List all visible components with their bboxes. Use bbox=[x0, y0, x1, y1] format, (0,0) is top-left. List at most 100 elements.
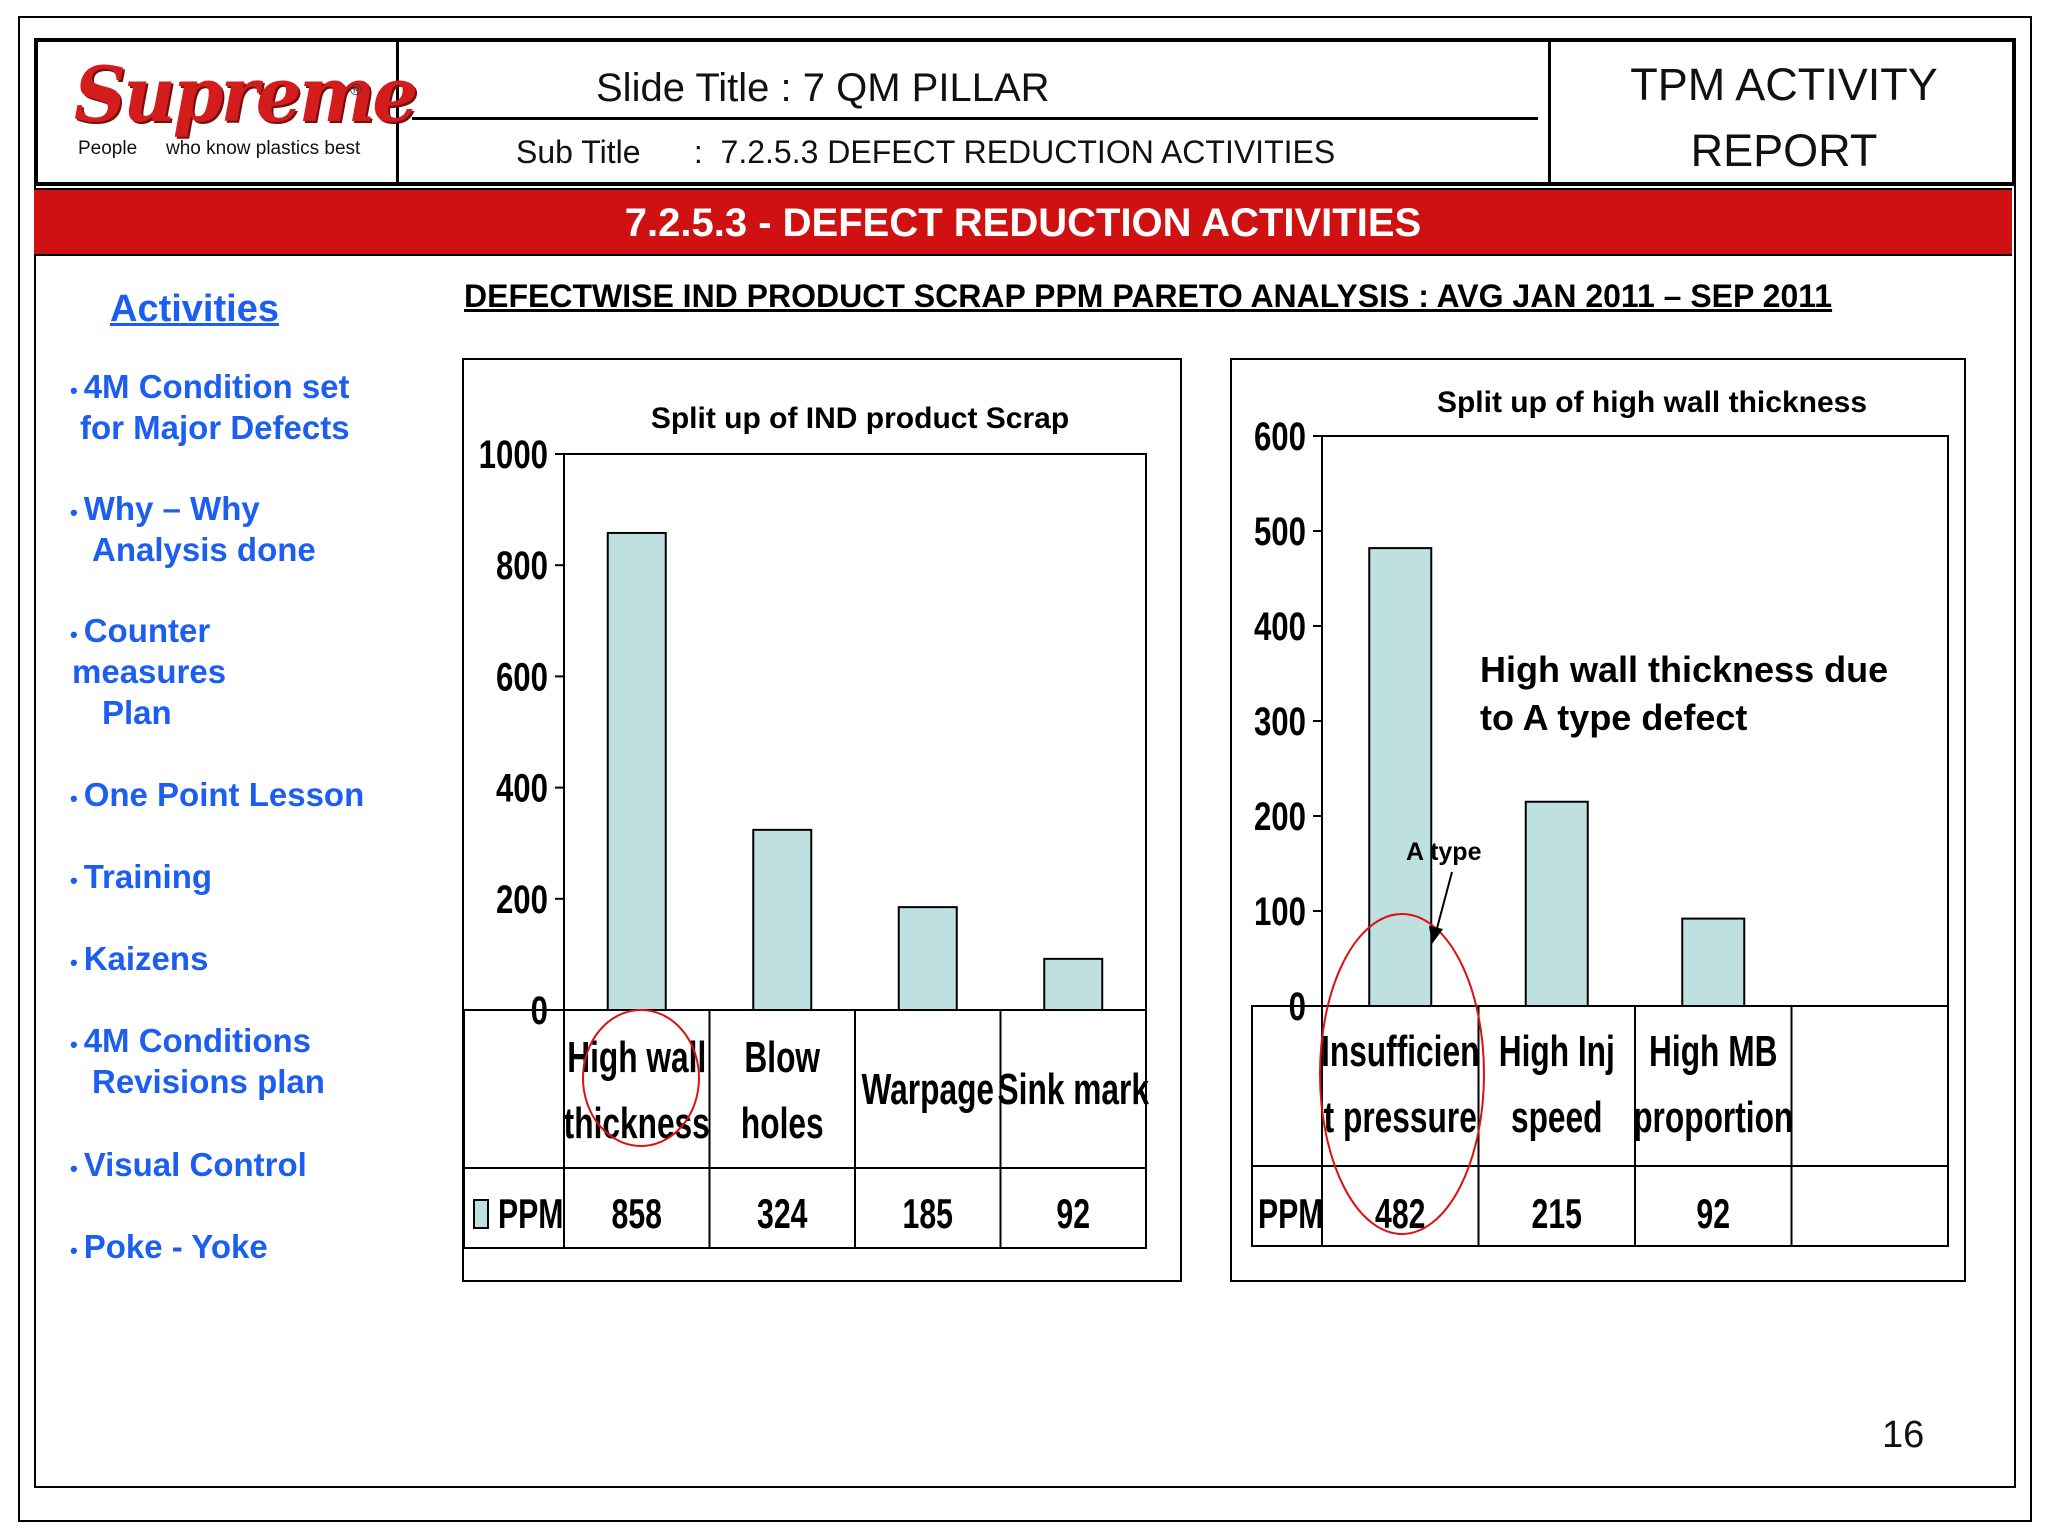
logo-tagline: who know plastics best bbox=[166, 138, 361, 159]
category-label: Warpage bbox=[861, 1065, 994, 1114]
data-table-value: 92 bbox=[1056, 1190, 1090, 1237]
bar-3 bbox=[1681, 917, 1746, 1007]
y-tick-label: 600 bbox=[496, 655, 548, 700]
category-label: Sink mark bbox=[998, 1065, 1150, 1114]
section-banner-title: 7.2.5.3 - DEFECT REDUCTION ACTIVITIES bbox=[624, 201, 1422, 245]
bullet-icon: • bbox=[70, 500, 78, 525]
y-tick-label: 800 bbox=[496, 544, 548, 589]
header-divider-left bbox=[396, 42, 399, 182]
activity-item-2: • Why – Why bbox=[70, 488, 260, 529]
activity-text: for Major Defects bbox=[80, 409, 350, 446]
title-divider bbox=[412, 117, 1538, 120]
activity-text: Why – Why bbox=[83, 490, 260, 527]
activity-text: Poke - Yoke bbox=[83, 1228, 268, 1265]
category-label: High wall bbox=[567, 1033, 706, 1082]
activity-text: 4M Condition set bbox=[83, 368, 350, 405]
bullet-icon: • bbox=[70, 1238, 78, 1263]
activity-text: Revisions plan bbox=[92, 1063, 325, 1100]
category-label: Insufficien bbox=[1321, 1027, 1479, 1076]
chart-title: Split up of high wall thickness bbox=[1437, 386, 1867, 419]
analysis-title: DEFECTWISE IND PRODUCT SCRAP PPM PARETO … bbox=[464, 278, 1833, 314]
annotation-arrow-head-icon bbox=[1429, 926, 1443, 944]
activity-text: Kaizens bbox=[83, 940, 209, 977]
y-tick-label: 200 bbox=[496, 877, 548, 922]
y-tick-label: 400 bbox=[1254, 604, 1306, 649]
activity-text: Plan bbox=[102, 694, 172, 731]
report-title-line-1: TPM ACTIVITY bbox=[1630, 59, 1938, 110]
page-number: 16 bbox=[1882, 1414, 1925, 1456]
activity-item-3-line-2: measures bbox=[72, 651, 226, 692]
section-banner: 7.2.5.3 - DEFECT REDUCTION ACTIVITIES bbox=[34, 188, 2012, 256]
bullet-icon: • bbox=[70, 786, 78, 811]
activity-item-6: • Kaizens bbox=[70, 938, 208, 979]
y-tick-label: 1000 bbox=[479, 432, 548, 477]
legend-series-name: PPM bbox=[498, 1190, 563, 1237]
activity-item-4: • One Point Lesson bbox=[70, 774, 364, 815]
annotation-arrow-shaft bbox=[1435, 871, 1453, 933]
activity-item-2-line-2: Analysis done bbox=[92, 529, 316, 570]
data-table-value: 858 bbox=[612, 1190, 662, 1237]
chart-ind-product-scrap: Split up of IND product Scrap 0 200 400 600 8… bbox=[462, 358, 1182, 1282]
bullet-icon: • bbox=[70, 622, 78, 647]
activity-text: measures bbox=[72, 653, 227, 690]
sub-title: Sub Title : 7.2.5.3 DEFECT REDUCTION ACT… bbox=[516, 134, 1336, 170]
category-label: t pressure bbox=[1324, 1093, 1477, 1142]
y-tick-label: 200 bbox=[1254, 794, 1306, 839]
y-tick-label: 600 bbox=[1254, 414, 1306, 459]
category-label: proportion bbox=[1633, 1093, 1793, 1142]
highlight-circle bbox=[1319, 913, 1485, 1235]
chart-title: Split up of IND product Scrap bbox=[651, 402, 1069, 435]
data-table-value: 92 bbox=[1696, 1190, 1730, 1237]
category-label: speed bbox=[1511, 1093, 1603, 1142]
activity-item-9: • Poke - Yoke bbox=[70, 1226, 268, 1267]
data-table-frame bbox=[1251, 1005, 1949, 1247]
data-table-value: 324 bbox=[757, 1190, 808, 1237]
bar-3 bbox=[897, 906, 958, 1012]
category-label: High Inj bbox=[1499, 1027, 1615, 1076]
activity-item-5: • Training bbox=[70, 856, 212, 897]
slide-outer-border bbox=[18, 16, 2032, 1522]
bullet-icon: • bbox=[70, 378, 78, 403]
logo-wordmark: Supreme bbox=[74, 50, 418, 139]
category-label: thickness bbox=[564, 1099, 710, 1148]
y-tick-label: 400 bbox=[496, 766, 548, 811]
slide-title: Slide Title : 7 QM PILLAR bbox=[596, 66, 1050, 110]
activity-text: One Point Lesson bbox=[83, 776, 365, 813]
activity-text: 4M Conditions bbox=[83, 1022, 312, 1059]
category-label: High MB bbox=[1649, 1027, 1777, 1076]
company-logo: Supreme ® People who know plastics best bbox=[38, 42, 418, 182]
activity-text: Visual Control bbox=[83, 1146, 307, 1183]
highlight-circle bbox=[582, 1009, 700, 1147]
header-divider-right bbox=[1548, 42, 1551, 182]
data-table-value: 215 bbox=[1532, 1190, 1582, 1237]
activity-text: Analysis done bbox=[92, 531, 316, 568]
bar-2 bbox=[752, 828, 813, 1011]
report-title: TPM ACTIVITY REPORT bbox=[1556, 52, 2012, 184]
activity-item-7-line-2: Revisions plan bbox=[92, 1061, 325, 1102]
chart-high-wall-thickness-svg: Split up of high wall thickness010020030… bbox=[1251, 386, 1949, 1247]
report-title-line-2: REPORT bbox=[1690, 125, 1878, 176]
bar-1 bbox=[606, 531, 667, 1011]
category-label: Blow bbox=[744, 1033, 820, 1082]
header-bar bbox=[34, 38, 2016, 186]
bar-4 bbox=[1043, 957, 1104, 1012]
activity-text: Counter bbox=[83, 612, 211, 649]
logo-tagline-people: People bbox=[78, 138, 138, 159]
bullet-icon: • bbox=[70, 1032, 78, 1057]
activity-item-1-line-2: for Major Defects bbox=[80, 407, 350, 448]
y-tick-label: 100 bbox=[1254, 889, 1306, 934]
logo-registered-mark: ® bbox=[350, 82, 362, 99]
legend-swatch bbox=[473, 1199, 489, 1229]
activity-item-8: • Visual Control bbox=[70, 1144, 307, 1185]
activity-item-3: • Counter bbox=[70, 610, 210, 651]
bullet-icon: • bbox=[70, 1156, 78, 1181]
activity-item-7: • 4M Conditions bbox=[70, 1020, 311, 1061]
activity-item-3-line-3: Plan bbox=[102, 692, 172, 733]
bullet-icon: • bbox=[70, 868, 78, 893]
chart-annotation: to A type defect bbox=[1480, 697, 1747, 738]
category-label: holes bbox=[741, 1099, 824, 1148]
y-tick-label: 500 bbox=[1254, 509, 1306, 554]
bar-2 bbox=[1524, 800, 1589, 1007]
legend-series-name: PPM bbox=[1258, 1190, 1323, 1237]
activity-text: Training bbox=[83, 858, 213, 895]
